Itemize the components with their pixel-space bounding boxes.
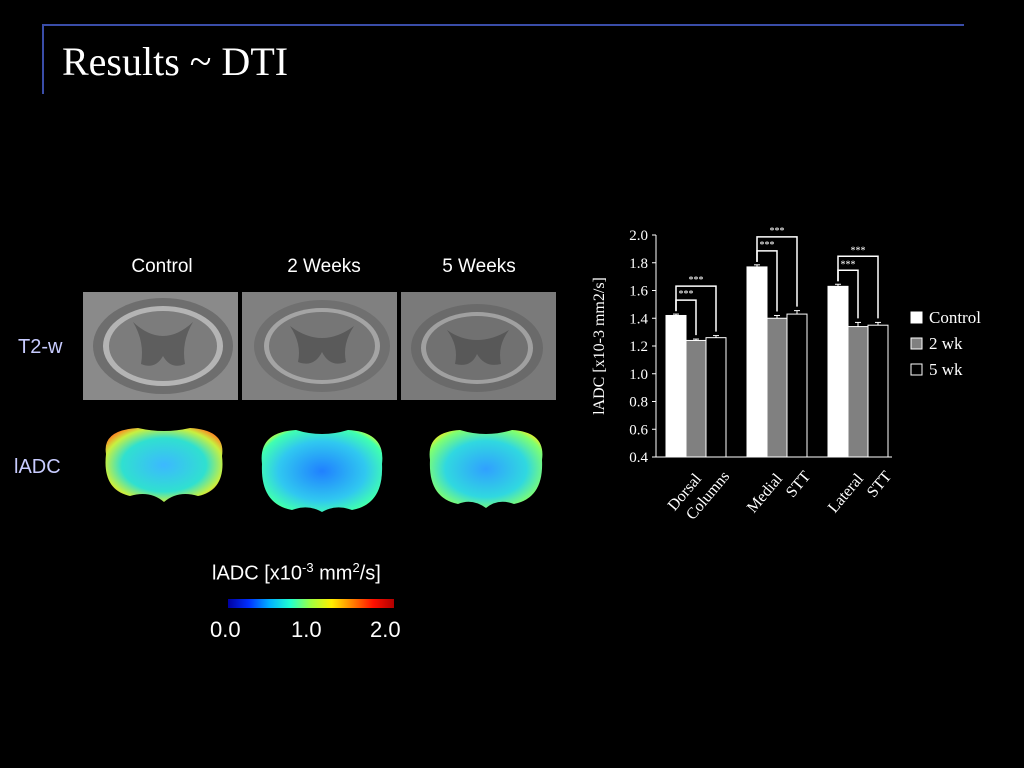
title-rule-left bbox=[42, 24, 44, 94]
t2-image-control bbox=[83, 292, 238, 400]
bar-2-wk bbox=[847, 326, 869, 458]
y-tick-label: 1.4 bbox=[629, 311, 648, 327]
y-tick-label: 1.0 bbox=[629, 367, 648, 383]
bar-2-wk bbox=[685, 339, 707, 458]
bar-5-wk bbox=[867, 324, 889, 458]
significance-bracket bbox=[837, 255, 879, 319]
t2-image-5-weeks bbox=[401, 292, 556, 400]
x-category-label-line: Lateral bbox=[825, 470, 867, 516]
legend-label: 2 wk bbox=[929, 334, 963, 353]
adc-map-2-weeks bbox=[261, 430, 383, 512]
column-header-control: Control bbox=[131, 256, 193, 277]
bar-5-wk bbox=[786, 313, 808, 458]
y-tick-label: 2.0 bbox=[629, 228, 648, 244]
significance-label: *** bbox=[679, 289, 694, 300]
significance-label: *** bbox=[841, 259, 856, 270]
colorbar-label: lADC [x10-3 mm2/s] bbox=[212, 560, 381, 585]
significance-label: *** bbox=[689, 275, 704, 286]
adc-map-5-weeks bbox=[429, 430, 543, 508]
x-category-label: LateralSTT bbox=[825, 455, 895, 529]
y-tick-label: 0.4 bbox=[629, 450, 648, 466]
title-rule-top bbox=[42, 24, 964, 26]
colorbar-tick-mid: 1.0 bbox=[291, 617, 322, 642]
column-header-5-weeks: 5 Weeks bbox=[442, 256, 516, 277]
ladc-bar-chart: 0.4 0.6 0.8 1.0 1.2 1.4 1.6 1.8 2.0 lADC [x10-3 m… bbox=[591, 226, 981, 529]
significance-bracket bbox=[675, 285, 717, 332]
bar-2-wk bbox=[766, 317, 788, 458]
significance-label: *** bbox=[760, 240, 775, 251]
legend-swatch bbox=[910, 363, 923, 376]
x-category-label: MedialSTT bbox=[744, 455, 814, 529]
y-tick-label: 0.6 bbox=[629, 422, 648, 438]
significance-label: *** bbox=[770, 226, 785, 237]
y-tick-label: 1.8 bbox=[629, 256, 648, 272]
row-label-ladc: lADC bbox=[14, 456, 61, 478]
legend-swatch bbox=[910, 337, 923, 350]
y-tick-label: 1.6 bbox=[629, 284, 648, 300]
y-axis-title: lADC [x10-3 mm2/s] bbox=[591, 277, 608, 415]
colorbar-tick-min: 0.0 bbox=[210, 617, 241, 642]
column-header-2-weeks: 2 Weeks bbox=[287, 256, 361, 277]
bar-control bbox=[827, 285, 849, 458]
legend-label: 5 wk bbox=[929, 360, 963, 379]
x-category-label: DorsalColumns bbox=[665, 455, 734, 527]
significance-label: *** bbox=[851, 245, 866, 256]
colorbar-gradient bbox=[228, 599, 394, 608]
x-category-label-line: Medial bbox=[744, 470, 787, 516]
t2-image-2-weeks bbox=[242, 292, 397, 400]
x-category-label-line: STT bbox=[864, 468, 895, 501]
adc-map-control bbox=[105, 428, 223, 502]
bar-5-wk bbox=[705, 337, 727, 458]
x-category-label-line: STT bbox=[783, 468, 814, 501]
bar-control bbox=[746, 266, 768, 458]
row-label-t2w: T2-w bbox=[18, 336, 63, 358]
slide-title: Results ~ DTI bbox=[62, 39, 289, 84]
legend-swatch bbox=[910, 311, 923, 324]
significance-bracket bbox=[756, 236, 798, 307]
legend-label: Control bbox=[929, 308, 981, 327]
y-tick-label: 1.2 bbox=[629, 339, 648, 355]
colorbar-tick-max: 2.0 bbox=[370, 617, 401, 642]
bar-control bbox=[665, 314, 687, 458]
y-tick-label: 0.8 bbox=[629, 395, 648, 411]
